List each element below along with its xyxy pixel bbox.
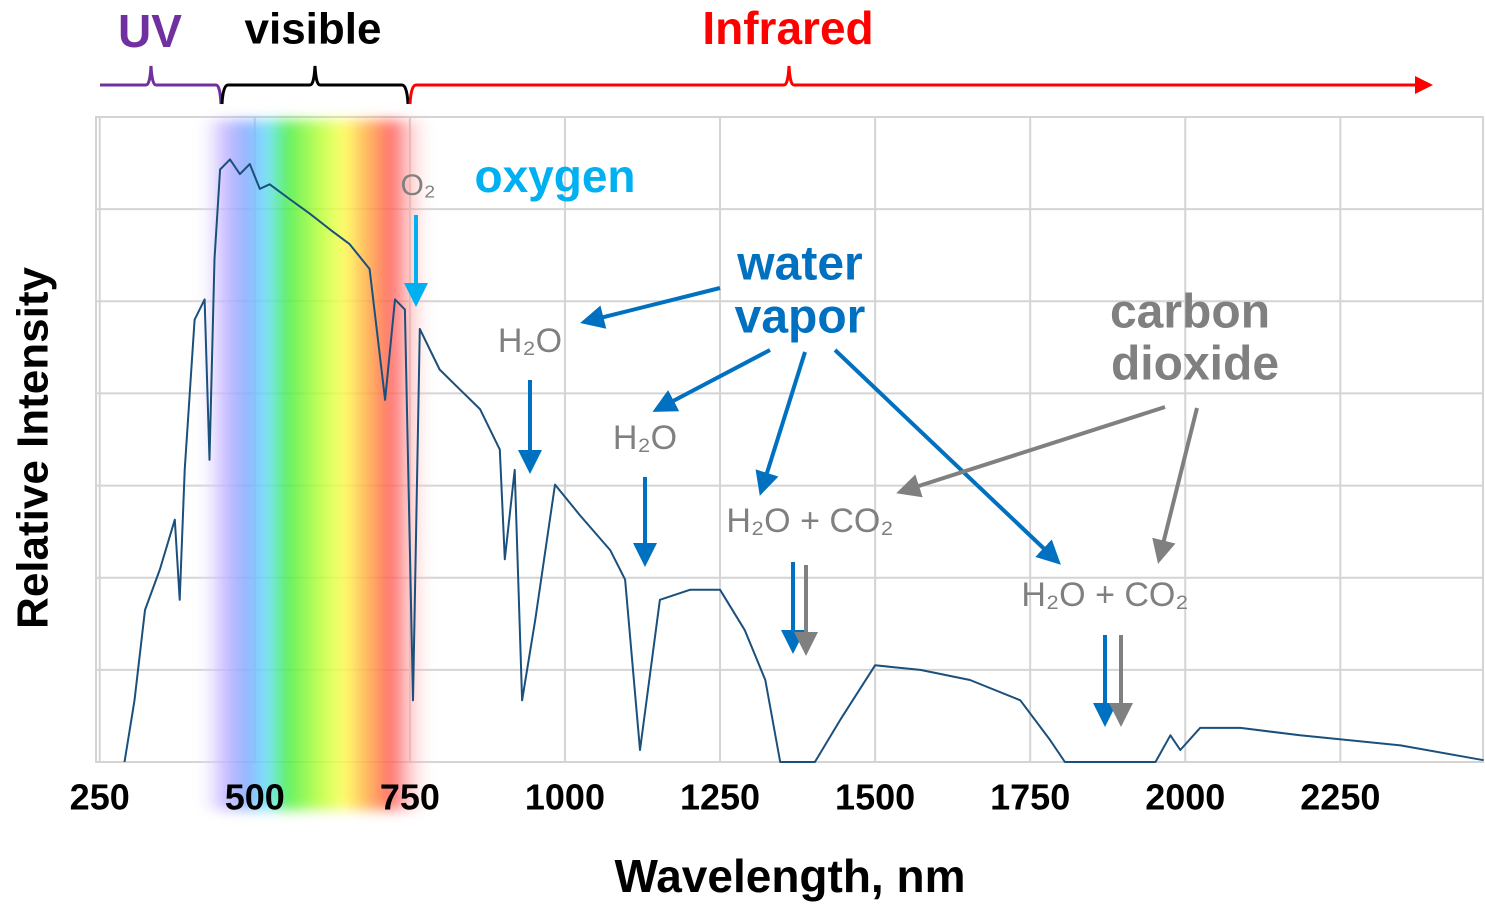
- spectrum-line: [123, 158, 1484, 763]
- x-tick-label: 250: [70, 777, 130, 818]
- x-tick-label: 2000: [1145, 777, 1225, 818]
- visible-spectrum-band: [195, 120, 435, 810]
- x-tick-label: 1500: [835, 777, 915, 818]
- x-tick-label: 1250: [680, 777, 760, 818]
- annotation: Infrared: [702, 2, 873, 54]
- annotation: H₂O + CO₂: [726, 502, 893, 540]
- annotation: H₂O: [613, 419, 677, 457]
- annotation: vapor: [735, 291, 866, 344]
- x-tick-label: 1000: [525, 777, 605, 818]
- annotation: oxygen: [474, 150, 635, 202]
- region-brackets: [100, 65, 1433, 105]
- x-axis-label: Wavelength, nm: [615, 850, 966, 902]
- annotation: dioxide: [1111, 338, 1279, 391]
- annotation: O₂: [401, 169, 436, 202]
- annotation: H₂O + CO₂: [1021, 576, 1188, 614]
- annotation: carbon: [1110, 286, 1270, 339]
- annotation-arrows: [404, 215, 1199, 727]
- x-tick-label: 750: [380, 777, 440, 818]
- x-tick-label: 2250: [1300, 777, 1380, 818]
- y-axis-label: Relative Intensity: [9, 267, 58, 629]
- x-tick-label: 500: [225, 777, 285, 818]
- plot: [123, 158, 1484, 763]
- annotation: water: [736, 238, 862, 291]
- x-tick-label: 1750: [990, 777, 1070, 818]
- annotation: visible: [245, 5, 382, 54]
- annotation: H₂O: [498, 322, 562, 360]
- annotation: UV: [118, 5, 182, 57]
